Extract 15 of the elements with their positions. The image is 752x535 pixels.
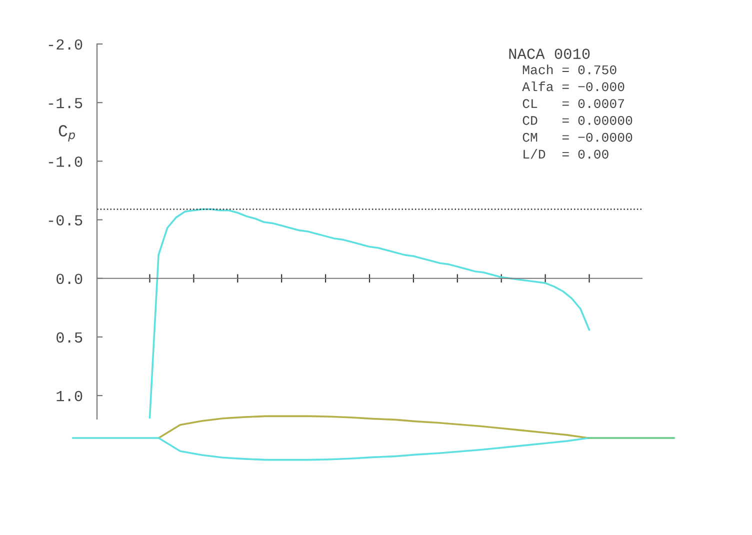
annotation: Mach = 0.750 [522, 64, 616, 74]
annotation: CM = −0.0000 [522, 132, 632, 142]
y-tick-label: 1.0 [56, 390, 82, 402]
annotation: NACA 0010 [509, 48, 590, 59]
y-tick-label: 0.0 [56, 274, 82, 284]
y-tick-label: 0.5 [56, 332, 82, 343]
annotation: Alfa = −0.000 [522, 82, 624, 92]
y-tick-label: -1.5 [48, 98, 82, 108]
y-tick-label: -0.5 [48, 215, 82, 226]
y-tick-label: -2.0 [48, 39, 82, 50]
annotation: CL = 0.0007 [522, 99, 624, 108]
y-axis-title: C$_{p}$ [58, 125, 75, 142]
annotation: L/D = 0.00 [524, 149, 608, 159]
annotation: CD = 0.00000 [522, 116, 632, 125]
y-tick-label: -1.0 [48, 156, 82, 167]
